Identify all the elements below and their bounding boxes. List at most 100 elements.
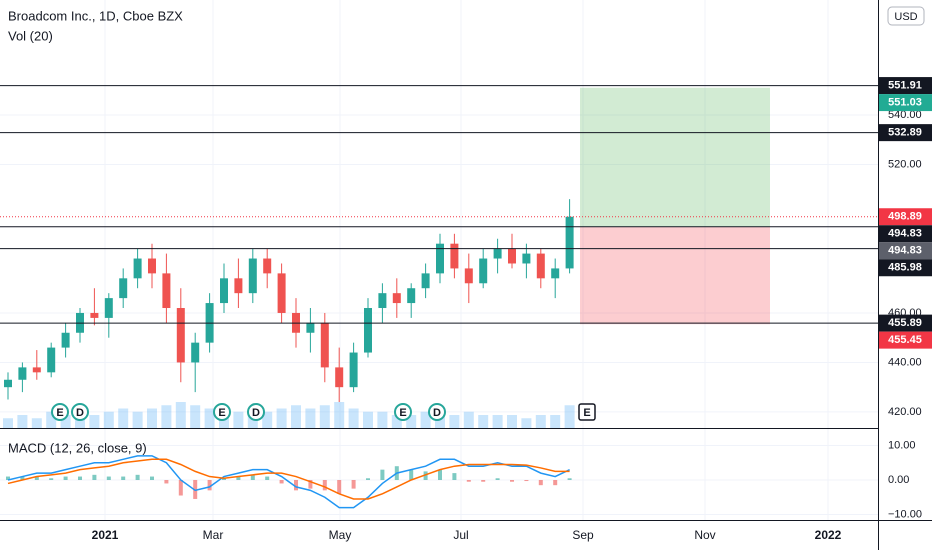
y-tick-label: 440.00 <box>888 356 922 368</box>
volume-bar <box>377 411 388 428</box>
volume-bar <box>175 402 186 428</box>
candle-body <box>191 342 200 363</box>
volume-bar <box>348 408 359 428</box>
volume-bar <box>449 415 460 428</box>
macd-histogram <box>106 476 111 480</box>
macd-histogram <box>121 476 126 480</box>
macd-tick-label: −10.00 <box>888 508 922 520</box>
y-tick-label: 420.00 <box>888 406 922 418</box>
event-marker <box>51 403 69 421</box>
volume-bar <box>334 402 345 428</box>
candle-body <box>61 332 70 348</box>
volume-bar <box>147 408 157 428</box>
volume-bar <box>118 408 129 428</box>
macd-line <box>7 455 570 509</box>
volume-bar <box>46 411 57 428</box>
macd-histogram <box>150 476 154 480</box>
macd-histogram <box>222 478 226 480</box>
loss-zone <box>580 226 770 325</box>
volume-bar <box>363 411 373 428</box>
candle-body <box>234 278 243 294</box>
x-tick-label: Mar <box>203 528 224 542</box>
candle-body <box>450 243 459 269</box>
candle-body <box>133 258 142 279</box>
x-tick-label: 2021 <box>92 528 119 542</box>
macd-label: MACD (12, 26, close, 9) <box>8 440 147 455</box>
volume-bar <box>276 408 287 428</box>
macd-histogram <box>308 480 313 489</box>
event-marker <box>71 403 89 421</box>
macd-histogram <box>481 480 486 482</box>
candle-body <box>119 278 128 299</box>
price-label: 494.83 <box>888 228 922 240</box>
volume-bar <box>132 411 143 428</box>
price-label-bg <box>879 124 932 142</box>
macd-histogram <box>78 476 82 480</box>
macd-histogram <box>250 474 255 480</box>
macd-histogram <box>294 480 298 491</box>
candle-body <box>335 367 344 388</box>
volume-bar <box>492 415 503 428</box>
price-label-bg <box>879 225 932 243</box>
volume-bar <box>535 415 546 428</box>
macd-histogram <box>164 480 169 484</box>
candle-body <box>320 322 329 368</box>
currency[interactable]: USD <box>894 11 917 23</box>
candle-body <box>4 379 12 388</box>
macd-histogram <box>423 471 428 480</box>
price-label-bg <box>879 94 932 112</box>
candle-body <box>176 308 185 363</box>
volume-bar <box>521 418 532 428</box>
candle-body <box>32 367 41 373</box>
macd-histogram <box>538 480 543 486</box>
candle-body <box>47 347 56 373</box>
candle-body <box>90 312 99 318</box>
currency-button[interactable] <box>887 6 925 26</box>
price-label-bg <box>879 242 932 260</box>
event-marker <box>428 403 446 421</box>
macd-histogram <box>322 480 327 491</box>
price-label: 551.91 <box>888 79 922 91</box>
event-marker <box>213 403 231 421</box>
macd-histogram <box>380 469 385 480</box>
volume-bar <box>391 415 402 428</box>
volume-bar <box>319 405 330 428</box>
macd-histogram <box>135 474 140 480</box>
volume-label: Vol (20) <box>8 28 53 43</box>
candle-body <box>493 248 502 259</box>
volume-bar <box>89 415 100 428</box>
candle-body <box>565 216 574 269</box>
candle-body <box>378 293 387 309</box>
candle-body <box>392 293 401 304</box>
candle-body <box>349 352 358 388</box>
event-marker <box>394 403 412 421</box>
price-label: 551.03 <box>888 96 922 108</box>
volume-bar <box>204 408 215 428</box>
price-label-bg <box>879 208 932 226</box>
volume-bar <box>305 408 316 428</box>
price-label: 494.83 <box>888 245 922 257</box>
volume-bar <box>3 418 13 428</box>
candle-body <box>421 273 430 289</box>
price-label: 532.89 <box>888 127 922 139</box>
macd-histogram <box>351 480 356 489</box>
macd-histogram <box>510 480 514 482</box>
event-label: E <box>399 407 406 419</box>
candle-body <box>277 273 286 313</box>
candle-body <box>551 268 560 279</box>
candle-body <box>306 322 315 333</box>
macd-histogram <box>553 480 558 486</box>
candle-body <box>464 268 473 284</box>
macd-histogram <box>236 476 241 480</box>
volume-bar <box>406 415 417 428</box>
price-label: 498.89 <box>888 211 922 223</box>
candle-body <box>162 273 171 309</box>
macd-histogram <box>466 480 471 482</box>
event-label: D <box>76 407 84 419</box>
x-tick-label: 2022 <box>815 528 842 542</box>
volume-bar <box>233 411 244 428</box>
event-label: E <box>583 407 590 419</box>
candle-body <box>364 308 372 353</box>
macd-histogram <box>409 469 414 480</box>
